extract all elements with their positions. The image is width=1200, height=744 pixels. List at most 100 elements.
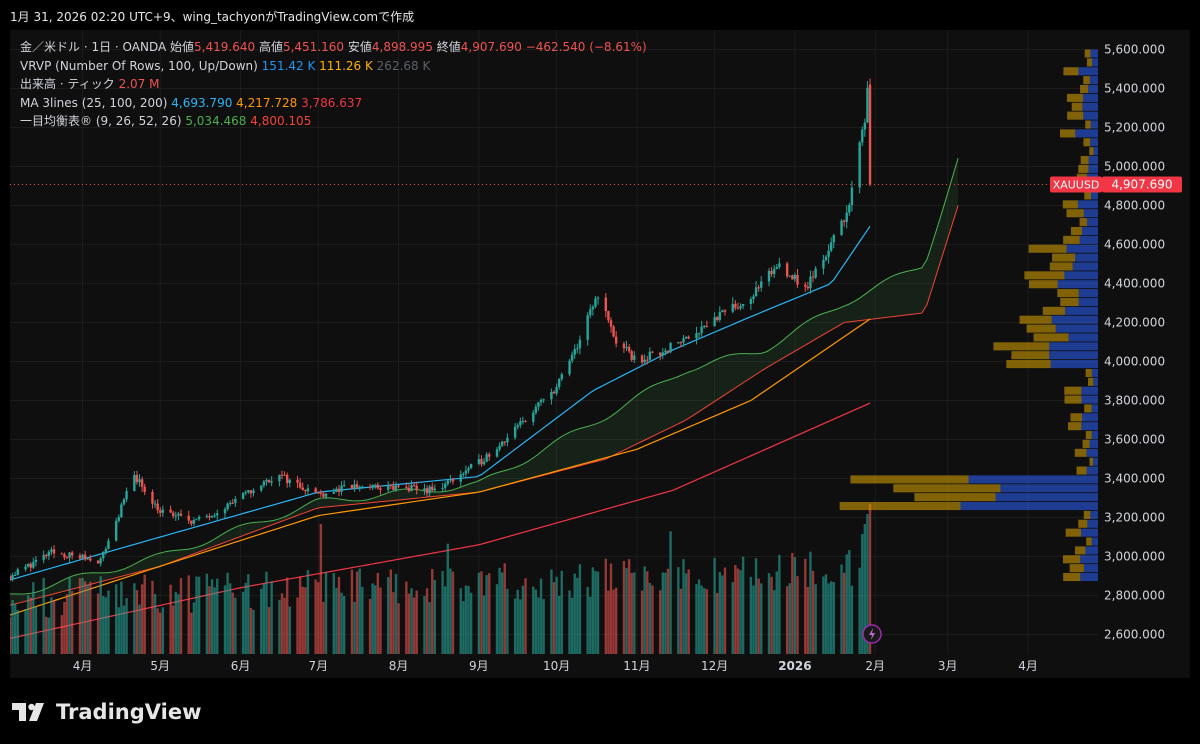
volume-bar	[607, 590, 610, 654]
vrvp-row-up	[1090, 49, 1098, 58]
candle-body	[197, 516, 201, 520]
legend-volume-row[interactable]: 出来高 · ティック 2.07 M	[20, 75, 647, 94]
y-tick-label: 2,600.000	[1104, 628, 1165, 642]
volume-bar	[741, 556, 745, 654]
volume-bar	[159, 612, 162, 654]
candle-body	[172, 512, 175, 517]
legend-ichimoku-row[interactable]: 一目均衡表® (9, 26, 52, 26) 5,034.468 4,800.1…	[20, 112, 647, 131]
volume-bar	[498, 567, 501, 654]
candle-body	[775, 266, 778, 269]
vrvp-row-down	[1083, 76, 1090, 85]
legend-symbol-row[interactable]: 金／米ドル · 1日 · OANDA 始値5,419.640 高値5,451.1…	[20, 38, 647, 57]
candle-body	[60, 553, 64, 555]
vrvp-row-up	[1091, 537, 1098, 546]
legend-vrvp-row[interactable]: VRVP (Number Of Rows, 100, Up/Down) 151.…	[20, 57, 647, 76]
volume-bar	[342, 596, 346, 654]
candle-body	[684, 336, 688, 339]
y-tick-label: 3,000.000	[1104, 550, 1165, 564]
vrvp-row-down	[1063, 67, 1079, 76]
volume-bar	[210, 579, 214, 654]
legend-ma-row[interactable]: MA 3lines (25, 100, 200) 4,693.790 4,217…	[20, 94, 647, 113]
vrvp-row-up	[1087, 218, 1098, 227]
candle-body	[814, 268, 817, 278]
candle-body	[441, 487, 444, 489]
volume-bar	[83, 581, 87, 654]
candle-body	[757, 287, 760, 289]
volume-bar	[8, 617, 12, 654]
volume-bar	[464, 585, 468, 654]
vrvp-row-up	[1081, 422, 1098, 431]
chart-frame[interactable]: 2,600.000 2,800.000 3,000.000 3,200.000 3,40…	[8, 30, 1190, 678]
candle-body	[482, 461, 486, 465]
candle-body	[260, 485, 263, 491]
candle-body	[485, 454, 488, 462]
candle-body	[861, 129, 864, 143]
vrvp-row-up	[1072, 262, 1098, 271]
x-tick-label: 2月	[865, 659, 885, 673]
candle-body	[86, 558, 89, 560]
candle-body	[208, 516, 211, 518]
vrvp-row-down	[1052, 253, 1075, 262]
legend-volume-label: 出来高 · ティック	[20, 77, 115, 91]
volume-bar	[609, 563, 613, 654]
vrvp-row-up	[1082, 102, 1098, 111]
candle-body	[576, 348, 579, 350]
candle-body	[8, 576, 12, 580]
y-tick-label: 5,400.000	[1104, 82, 1165, 96]
y-tick-label: 3,400.000	[1104, 472, 1165, 486]
price-tag-value-box	[1102, 176, 1182, 193]
candle-body	[848, 205, 851, 213]
vrvp-row-down	[1071, 102, 1083, 111]
vrvp-row-up	[1057, 280, 1098, 289]
vrvp-row-up	[1077, 200, 1098, 209]
price-chart[interactable]: 2,600.000 2,800.000 3,000.000 3,200.000 3,40…	[8, 30, 1190, 678]
y-tick-label: 3,800.000	[1104, 394, 1165, 408]
x-tick-label: 6月	[231, 659, 251, 673]
vrvp-row-down	[1086, 537, 1092, 546]
candle-body	[446, 480, 449, 484]
vrvp-row-down	[1080, 84, 1089, 94]
vrvp-row-down	[1063, 235, 1080, 244]
vrvp-row-down	[1019, 315, 1052, 324]
volume-bar	[451, 571, 455, 654]
y-tick-label: 3,600.000	[1104, 433, 1165, 447]
x-tick-label: 8月	[389, 659, 409, 673]
volume-bar	[81, 578, 84, 654]
volume-bar	[34, 606, 38, 654]
candle-body	[552, 391, 556, 394]
candle-body	[648, 351, 652, 360]
vrvp-row-up	[1086, 448, 1098, 457]
candle-body	[770, 270, 773, 275]
legend-high: 5,451.160	[282, 40, 345, 54]
candle-body	[301, 487, 304, 491]
x-tick-label: 11月	[623, 659, 650, 673]
candle-body	[117, 517, 120, 521]
vrvp-row-down	[1070, 413, 1083, 422]
candle-body	[407, 487, 411, 492]
vrvp-row-down	[1026, 324, 1056, 333]
candle-body	[317, 492, 320, 494]
candle-body	[462, 473, 465, 475]
volume-bar	[824, 574, 828, 654]
volume-bar	[760, 583, 763, 654]
volume-bar	[120, 581, 123, 654]
volume-bar	[374, 585, 377, 654]
volume-bar	[534, 589, 538, 654]
candle-body	[586, 315, 589, 340]
candle-body	[278, 474, 281, 482]
vrvp-row-up	[1091, 431, 1098, 440]
legend-ichi-a: 5,034.468	[185, 114, 247, 128]
candle-body	[498, 445, 501, 450]
volume-bar	[677, 567, 680, 654]
candle-body	[107, 540, 110, 549]
y-tick-label: 3,200.000	[1104, 511, 1165, 525]
candle-body	[503, 441, 506, 443]
vrvp-row-down	[1084, 191, 1091, 200]
vrvp-row-up	[1083, 564, 1098, 573]
vrvp-row-up	[1083, 111, 1098, 120]
volume-bar	[822, 576, 825, 654]
volume-bar	[739, 570, 742, 654]
legend: 金／米ドル · 1日 · OANDA 始値5,419.640 高値5,451.1…	[20, 38, 647, 131]
volume-bar	[304, 587, 307, 654]
candle-body	[374, 484, 377, 486]
